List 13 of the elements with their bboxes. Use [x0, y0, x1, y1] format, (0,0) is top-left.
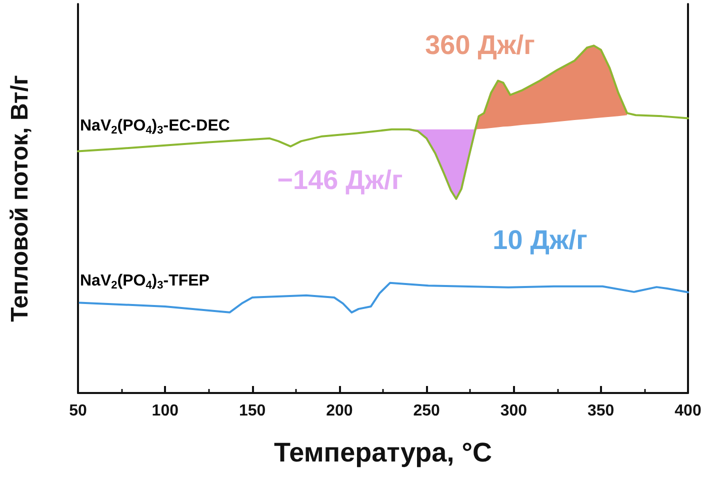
x-tick-label: 100 [152, 402, 179, 420]
x-tick-label: 250 [413, 402, 440, 420]
x-tick-label: 150 [238, 402, 266, 420]
x-tick-label: 50 [69, 402, 87, 420]
annotation: 360 Дж/г [425, 30, 535, 60]
x-tick-label: 200 [326, 402, 353, 420]
y-axis-title: Тепловой поток, Вт/г [6, 75, 34, 322]
x-tick-label: 350 [588, 402, 614, 420]
annotation: 10 Дж/г [492, 225, 588, 255]
x-tick-label: 400 [674, 402, 702, 420]
x-tick-label: 300 [500, 402, 528, 420]
annotation: −146 Дж/г [277, 165, 403, 195]
x-axis-title: Температура, °C [274, 438, 492, 468]
